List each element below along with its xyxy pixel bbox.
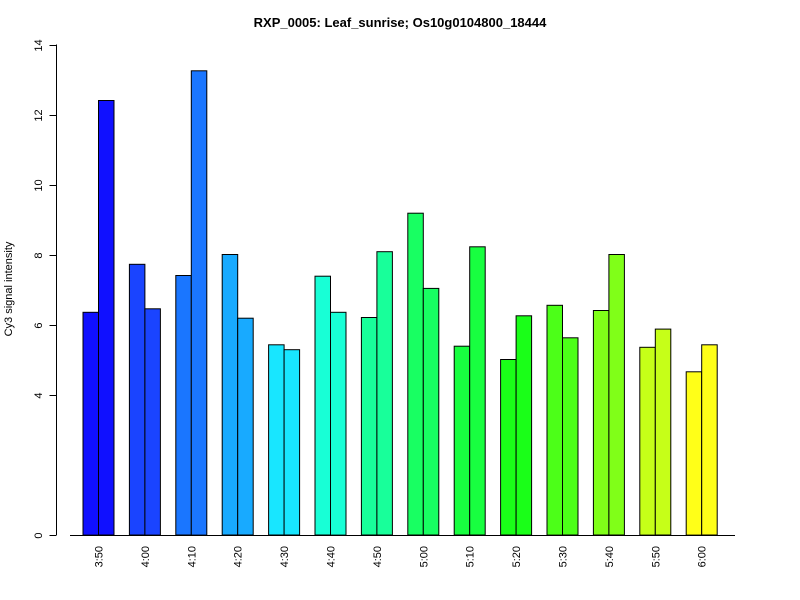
bar-540-2 [608, 254, 625, 536]
x-tick-label: 4:10 [186, 546, 198, 567]
bar-510-2 [469, 246, 486, 536]
y-tick-label: 4 [33, 392, 45, 398]
x-tick-label: 5:30 [558, 546, 570, 567]
bar-440-1 [314, 275, 331, 536]
bar-430-2 [283, 349, 301, 536]
x-tick-label: 5:50 [650, 546, 662, 567]
x-tick-label: 4:00 [140, 546, 152, 567]
y-tick-label: 8 [33, 252, 45, 258]
bar-410-1 [175, 275, 192, 536]
bar-600-2 [701, 344, 718, 536]
bar-540-1 [592, 310, 610, 536]
bar-530-1 [546, 304, 563, 536]
x-tick-label: 5:40 [604, 546, 616, 567]
y-axis: 0 4 6 8 10 12 14 [33, 39, 57, 539]
bar-420-1 [221, 254, 239, 536]
y-tick-label: 10 [33, 179, 45, 191]
bar-450-2 [376, 251, 393, 536]
bar-350-2 [98, 100, 115, 536]
chart-title: RXP_0005: Leaf_sunrise; Os10g0104800_184… [254, 15, 547, 30]
x-tick-label: 6:00 [697, 546, 709, 567]
bar-430-1 [268, 344, 285, 536]
y-tick-label: 6 [33, 322, 45, 328]
x-axis-labels: 3:50 4:00 4:10 4:20 4:30 4:40 4:50 5:00 5:10 5:20… [94, 546, 709, 567]
bar-500-2 [422, 287, 440, 536]
bar-440-2 [330, 311, 347, 536]
x-tick-label: 5:20 [511, 546, 523, 567]
y-tick-label: 0 [33, 532, 45, 538]
bar-500-1 [407, 212, 424, 536]
x-tick-label: 5:00 [418, 546, 430, 567]
bar-400-1 [128, 263, 146, 536]
x-tick-label: 4:20 [233, 546, 245, 567]
x-tick-label: 4:30 [279, 546, 291, 567]
bar-400-2 [144, 308, 161, 536]
y-tick-label: 12 [33, 109, 45, 121]
bar-350-1 [82, 311, 99, 536]
bar-550-1 [639, 346, 656, 536]
x-tick-label: 5:10 [465, 546, 477, 567]
bars-group [82, 70, 718, 536]
bar-410-2 [190, 70, 208, 536]
bar-530-2 [562, 337, 579, 536]
bar-510-1 [453, 345, 471, 536]
bar-520-2 [515, 315, 533, 536]
y-axis-label: Cy3 signal intensity [3, 241, 15, 336]
bar-450-1 [360, 317, 378, 536]
x-tick-label: 3:50 [94, 546, 106, 567]
x-tick-label: 4:40 [326, 546, 338, 567]
bar-600-1 [685, 371, 703, 536]
bar-550-2 [654, 328, 672, 536]
y-tick-label: 14 [33, 39, 45, 51]
x-tick-label: 4:50 [372, 546, 384, 567]
bar-520-1 [500, 359, 517, 536]
bar-420-2 [237, 317, 254, 536]
